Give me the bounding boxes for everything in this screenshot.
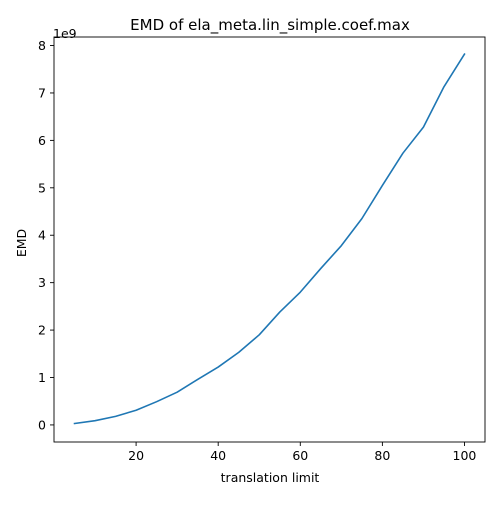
x-tick-label: 100 xyxy=(453,448,477,463)
chart-title: EMD of ela_meta.lin_simple.coef.max xyxy=(130,16,410,35)
y-tick-label: 5 xyxy=(38,180,46,195)
y-axis-label: EMD xyxy=(14,229,29,257)
y-tick-label: 8 xyxy=(38,38,46,53)
plot-area: 20 40 60 80 100 0 1 2 3 4 5 6 7 8 xyxy=(38,36,486,463)
y-tick-label: 7 xyxy=(38,85,46,100)
series-line-0 xyxy=(73,52,466,425)
axes-frame xyxy=(53,36,486,443)
y-tick-label: 6 xyxy=(38,133,46,148)
y-tick-label: 4 xyxy=(38,228,46,243)
x-tick-label: 60 xyxy=(292,448,308,463)
y-tick-label: 2 xyxy=(38,323,46,338)
y-tick-label: 0 xyxy=(38,417,46,432)
y-axis-offset-label: 1e9 xyxy=(53,26,77,41)
y-tick-label: 1 xyxy=(38,370,46,385)
x-axis-label: translation limit xyxy=(221,470,320,485)
x-tick-label: 20 xyxy=(128,448,144,463)
x-tick-label: 40 xyxy=(210,448,226,463)
x-tick-label: 80 xyxy=(374,448,390,463)
y-tick-label: 3 xyxy=(38,275,46,290)
